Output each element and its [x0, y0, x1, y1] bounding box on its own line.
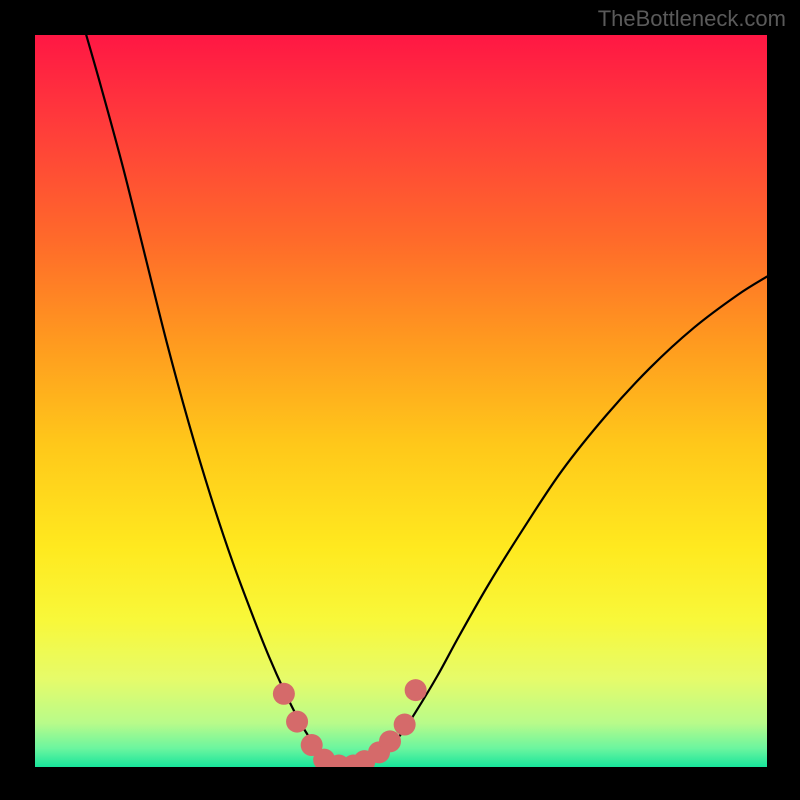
data-marker [394, 714, 416, 736]
plot-background [35, 35, 767, 767]
chart-container: TheBottleneck.com [0, 0, 800, 800]
bottleneck-chart [0, 0, 800, 800]
data-marker [286, 711, 308, 733]
data-marker [379, 730, 401, 752]
data-marker [405, 679, 427, 701]
watermark-text: TheBottleneck.com [598, 6, 786, 32]
data-marker [273, 683, 295, 705]
